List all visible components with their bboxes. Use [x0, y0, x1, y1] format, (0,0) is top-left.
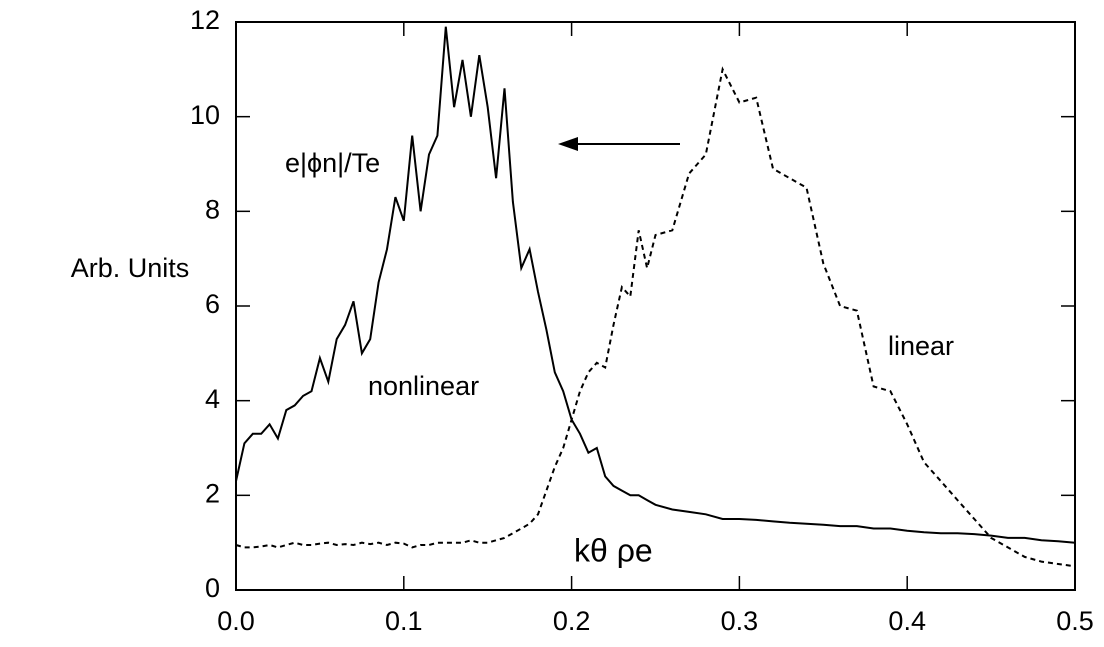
y-tick-label: 2: [205, 478, 220, 508]
y-tick-label: 10: [190, 100, 220, 130]
arrow-head: [558, 137, 578, 151]
annotation: nonlinear: [368, 371, 479, 401]
x-tick-label: 0.2: [553, 606, 591, 636]
y-tick-label: 12: [190, 5, 220, 35]
series-line: [235, 66, 1076, 568]
x-tick-label: 0.3: [721, 606, 759, 636]
x-tick-label: 0.0: [217, 606, 255, 636]
x-tick-label: 0.4: [888, 606, 926, 636]
y-tick-label: 4: [205, 384, 220, 414]
y-tick-label: 0: [205, 573, 220, 603]
y-tick-label: 6: [205, 289, 220, 319]
y-axis-label: Arb. Units: [71, 253, 190, 283]
annotation: e|ϕn|/Te: [285, 148, 380, 178]
x-tick-label: 0.1: [385, 606, 423, 636]
x-tick-label: 0.5: [1056, 606, 1094, 636]
annotation: kθ ρe: [574, 532, 653, 568]
annotation: linear: [888, 331, 954, 361]
series-line: [235, 26, 1076, 544]
y-tick-label: 8: [205, 194, 220, 224]
